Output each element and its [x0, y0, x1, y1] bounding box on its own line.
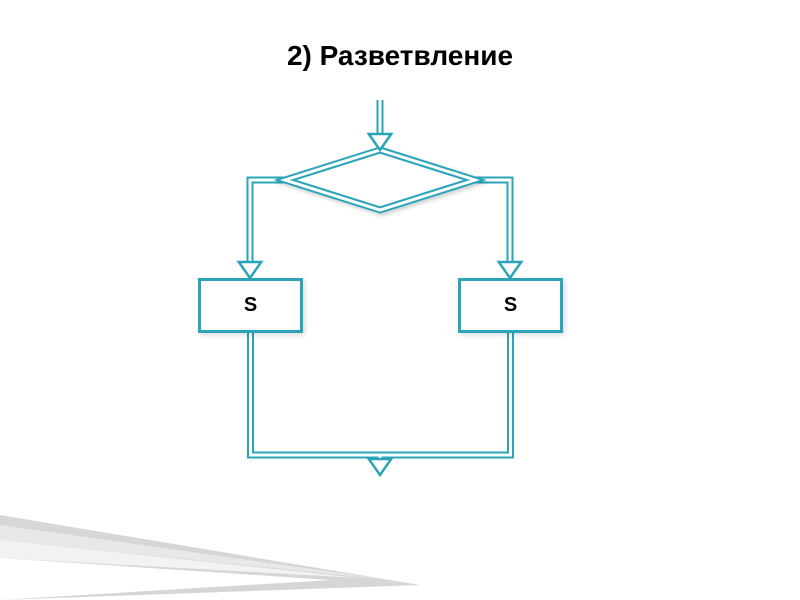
process-box-right-label: S — [504, 294, 517, 317]
process-box-left: S — [198, 278, 303, 333]
process-box-left-label: S — [244, 294, 257, 317]
process-box-right: S — [458, 278, 563, 333]
decorative-wedge — [0, 480, 420, 600]
